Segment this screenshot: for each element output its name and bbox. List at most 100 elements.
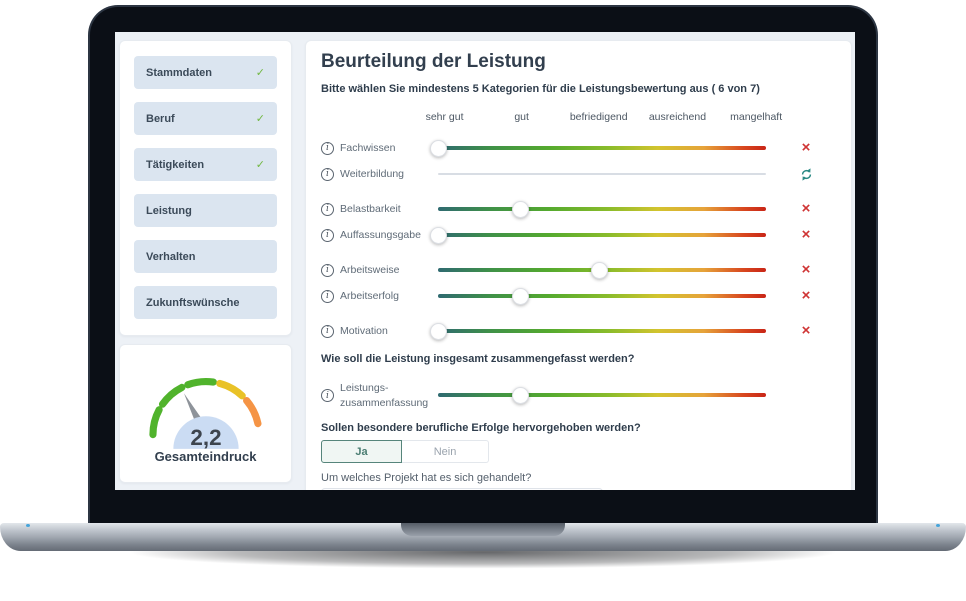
sidebar-item-tätigkeiten[interactable]: Tätigkeiten ✓ bbox=[134, 148, 277, 181]
info-icon: i bbox=[321, 289, 334, 303]
base-highlight-right bbox=[936, 524, 940, 527]
laptop-lid: Stammdaten ✓ Beruf ✓ Tätigkeiten ✓ Leistung Ver… bbox=[88, 5, 878, 523]
slider-track[interactable] bbox=[430, 135, 766, 161]
slider-track-line bbox=[438, 233, 766, 237]
slider-row-weiterbildung: i Weiterbildung bbox=[321, 161, 821, 187]
check-icon: ✓ bbox=[255, 113, 265, 125]
slider-label: Arbeitsweise bbox=[340, 264, 400, 276]
slider-knob[interactable] bbox=[512, 387, 529, 404]
gauge: 2,2 bbox=[120, 353, 291, 458]
slider-row-auffassungsgabe: i Auffassungsgabe × bbox=[321, 222, 821, 248]
sidebar-item-verhalten[interactable]: Verhalten bbox=[134, 240, 277, 273]
sidebar-item-label: Leistung bbox=[146, 204, 192, 217]
laptop-notch bbox=[401, 523, 565, 536]
slider-label: Belastbarkeit bbox=[340, 203, 401, 215]
scale-label-mangelhaft: mangelhaft bbox=[730, 111, 783, 123]
scale-label-ausreichend: ausreichend bbox=[648, 111, 707, 123]
slider-label: Weiterbildung bbox=[340, 168, 405, 180]
slider-knob[interactable] bbox=[430, 140, 447, 157]
remove-icon[interactable]: × bbox=[801, 322, 811, 339]
slider-label: Leistungs- zusammenfassung bbox=[340, 382, 429, 409]
remove-icon[interactable]: × bbox=[801, 287, 811, 304]
slider-knob[interactable] bbox=[430, 323, 447, 340]
slider-track[interactable] bbox=[430, 318, 766, 344]
slider-track-line bbox=[438, 294, 766, 298]
main-panel: Beurteilung der Leistung Bitte wählen Si… bbox=[305, 40, 852, 490]
info-icon: i bbox=[321, 167, 334, 181]
gauge-card: 2,2 Gesamteindruck bbox=[119, 344, 292, 483]
slider-track[interactable] bbox=[430, 222, 766, 248]
refresh-button[interactable] bbox=[797, 166, 815, 182]
scale-label-sehr-gut: sehr gut bbox=[425, 111, 464, 123]
sidebar-item-label: Verhalten bbox=[146, 250, 196, 263]
slider-row-belastbarkeit: i Belastbarkeit × bbox=[321, 196, 821, 222]
slider-row-arbeitsweise: i Arbeitsweise × bbox=[321, 257, 821, 283]
slider-track-line bbox=[438, 173, 766, 175]
slider-track[interactable] bbox=[438, 161, 766, 187]
sidebar-item-label: Tätigkeiten bbox=[146, 158, 205, 171]
sidebar-nav: Stammdaten ✓ Beruf ✓ Tätigkeiten ✓ Leistung Ver… bbox=[134, 56, 277, 319]
slider-knob[interactable] bbox=[512, 288, 529, 305]
sidebar-item-zukunftswünsche[interactable]: Zukunftswünsche bbox=[134, 286, 277, 319]
slider-list: i Fachwissen × i Weiterbildung i Belastbarkei… bbox=[321, 135, 821, 344]
slider-knob[interactable] bbox=[590, 262, 608, 279]
info-icon: i bbox=[321, 389, 334, 402]
remove-icon[interactable]: × bbox=[801, 226, 811, 243]
gauge-dome bbox=[172, 416, 239, 449]
sidebar-item-label: Stammdaten bbox=[146, 66, 213, 79]
slider-track-line bbox=[438, 329, 766, 333]
slider-row-leistungszusammenfassung: i Leistungs- zusammenfassung bbox=[321, 375, 821, 417]
slider-knob[interactable] bbox=[512, 201, 529, 218]
highlight-question: Sollen besondere berufliche Erfolge herv… bbox=[321, 422, 641, 434]
slider-track-line bbox=[438, 146, 766, 150]
info-icon: i bbox=[321, 202, 334, 216]
project-question: Um welches Projekt hat es sich gehandelt… bbox=[321, 472, 532, 484]
remove-icon[interactable]: × bbox=[801, 139, 811, 156]
laptop-screen: Stammdaten ✓ Beruf ✓ Tätigkeiten ✓ Leistung Ver… bbox=[115, 32, 855, 490]
slider-label: Auffassungsgabe bbox=[340, 229, 421, 241]
scale-header: sehr gut gut befriedigend ausreichend mangel… bbox=[426, 111, 783, 125]
info-icon: i bbox=[321, 324, 334, 338]
slider-knob[interactable] bbox=[430, 227, 447, 244]
info-icon: i bbox=[321, 141, 334, 155]
slider-row-motivation: i Motivation × bbox=[321, 318, 821, 344]
sidebar-item-leistung[interactable]: Leistung bbox=[134, 194, 277, 227]
slider-label: Motivation bbox=[340, 325, 388, 337]
slider-track[interactable] bbox=[438, 196, 766, 222]
slider-label: Fachwissen bbox=[340, 142, 396, 154]
slider-track[interactable] bbox=[438, 283, 766, 309]
no-button[interactable]: Nein bbox=[402, 440, 489, 463]
gauge-chart: 2,2 bbox=[148, 378, 262, 450]
sidebar: Stammdaten ✓ Beruf ✓ Tätigkeiten ✓ Leistung Ver… bbox=[119, 40, 292, 336]
check-icon: ✓ bbox=[255, 159, 265, 171]
sidebar-item-label: Beruf bbox=[146, 112, 175, 125]
refresh-icon bbox=[801, 167, 811, 181]
yes-no-toggle: Ja Nein bbox=[321, 440, 489, 463]
instruction-text: Bitte wählen Sie mindestens 5 Kategorien… bbox=[321, 83, 760, 95]
yes-button[interactable]: Ja bbox=[321, 440, 402, 463]
info-icon: i bbox=[321, 263, 334, 277]
project-input[interactable] bbox=[321, 488, 603, 490]
slider-track[interactable] bbox=[438, 381, 766, 409]
base-highlight-left bbox=[26, 524, 30, 527]
sidebar-item-stammdaten[interactable]: Stammdaten ✓ bbox=[134, 56, 277, 89]
slider-track[interactable] bbox=[438, 257, 766, 283]
remove-icon[interactable]: × bbox=[801, 261, 811, 278]
gauge-value: 2,2 bbox=[190, 425, 221, 450]
slider-row-arbeitserfolg: i Arbeitserfolg × bbox=[321, 283, 821, 309]
scale-label-gut: gut bbox=[514, 111, 529, 123]
info-icon: i bbox=[321, 228, 334, 242]
laptop-base bbox=[0, 523, 966, 551]
sidebar-item-beruf[interactable]: Beruf ✓ bbox=[134, 102, 277, 135]
summary-question: Wie soll die Leistung insgesamt zusammen… bbox=[321, 353, 635, 365]
gauge-label: Gesamteindruck bbox=[154, 449, 257, 464]
slider-track-line bbox=[438, 207, 766, 211]
page-title: Beurteilung der Leistung bbox=[321, 51, 546, 72]
scale-label-befriedigend: befriedigend bbox=[569, 111, 628, 123]
slider-label: Arbeitserfolg bbox=[340, 290, 399, 302]
remove-icon[interactable]: × bbox=[801, 200, 811, 217]
slider-row-fachwissen: i Fachwissen × bbox=[321, 135, 821, 161]
check-icon: ✓ bbox=[255, 67, 265, 79]
sidebar-item-label: Zukunftswünsche bbox=[146, 296, 240, 309]
